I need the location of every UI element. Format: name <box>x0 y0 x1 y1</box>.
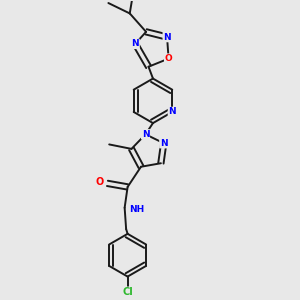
Text: NH: NH <box>129 205 144 214</box>
Text: N: N <box>142 130 149 139</box>
Text: O: O <box>96 177 104 187</box>
Text: N: N <box>131 39 139 48</box>
Text: Cl: Cl <box>122 287 133 297</box>
Text: N: N <box>160 139 167 148</box>
Text: N: N <box>168 107 176 116</box>
Text: O: O <box>165 54 172 63</box>
Text: N: N <box>163 33 171 42</box>
